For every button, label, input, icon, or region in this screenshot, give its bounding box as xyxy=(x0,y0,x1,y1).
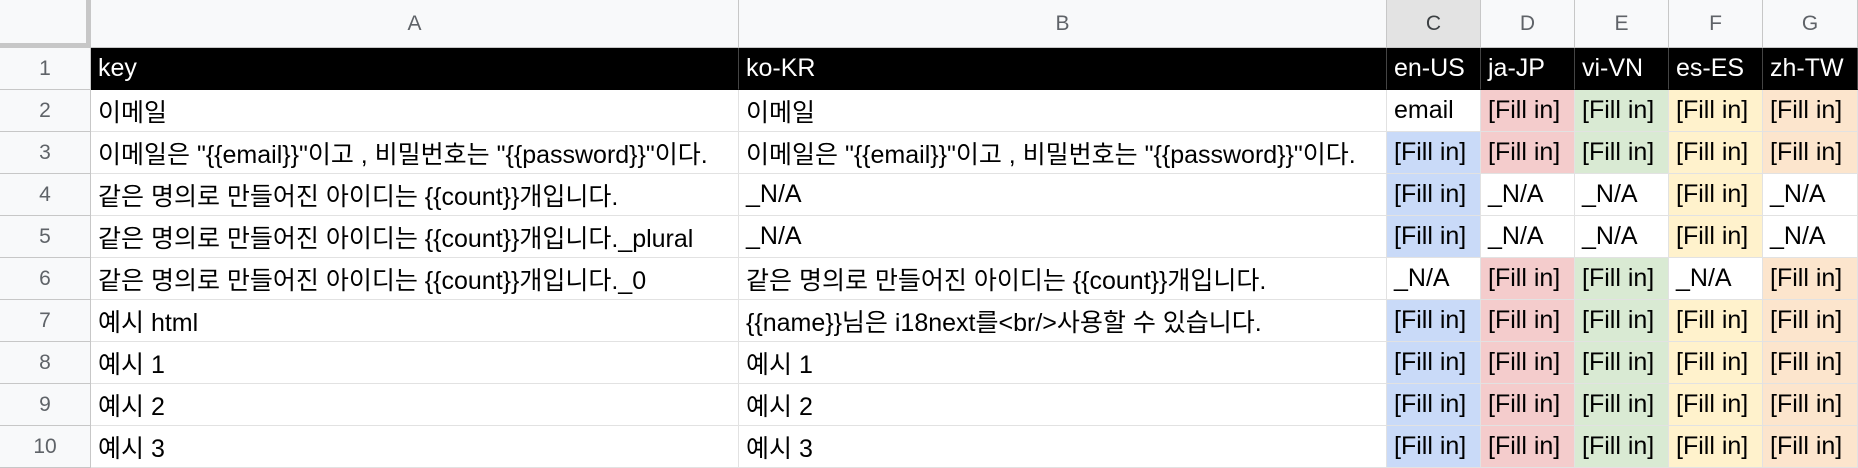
cell-d4[interactable]: _N/A xyxy=(1481,174,1575,216)
cell-e3[interactable]: [Fill in] xyxy=(1575,132,1669,174)
row-header-5[interactable]: 5 xyxy=(0,216,91,258)
cell-c6[interactable]: _N/A xyxy=(1387,258,1481,300)
column-header-d[interactable]: D xyxy=(1481,0,1575,48)
cell-a5[interactable]: 같은 명의로 만들어진 아이디는 {{count}}개입니다._plural xyxy=(91,216,739,258)
cell-f8[interactable]: [Fill in] xyxy=(1669,342,1763,384)
cell-b9[interactable]: 예시 2 xyxy=(739,384,1387,426)
row-header-9[interactable]: 9 xyxy=(0,384,91,426)
cell-e10[interactable]: [Fill in] xyxy=(1575,426,1669,468)
cell-e6[interactable]: [Fill in] xyxy=(1575,258,1669,300)
cell-d7[interactable]: [Fill in] xyxy=(1481,300,1575,342)
cell-c5[interactable]: [Fill in] xyxy=(1387,216,1481,258)
header-cell-c[interactable]: en-US xyxy=(1387,48,1481,90)
header-cell-a[interactable]: key xyxy=(91,48,739,90)
cell-c10[interactable]: [Fill in] xyxy=(1387,426,1481,468)
cell-d8[interactable]: [Fill in] xyxy=(1481,342,1575,384)
row-header-3[interactable]: 3 xyxy=(0,132,91,174)
cell-f3[interactable]: [Fill in] xyxy=(1669,132,1763,174)
cell-g2[interactable]: [Fill in] xyxy=(1763,90,1858,132)
cell-f4[interactable]: [Fill in] xyxy=(1669,174,1763,216)
header-cell-d[interactable]: ja-JP xyxy=(1481,48,1575,90)
row-header-8[interactable]: 8 xyxy=(0,342,91,384)
cell-f9[interactable]: [Fill in] xyxy=(1669,384,1763,426)
cell-g9[interactable]: [Fill in] xyxy=(1763,384,1858,426)
cell-g6[interactable]: [Fill in] xyxy=(1763,258,1858,300)
cell-a7[interactable]: 예시 html xyxy=(91,300,739,342)
cell-f7[interactable]: [Fill in] xyxy=(1669,300,1763,342)
cell-a9[interactable]: 예시 2 xyxy=(91,384,739,426)
column-header-f[interactable]: F xyxy=(1669,0,1763,48)
cell-a6[interactable]: 같은 명의로 만들어진 아이디는 {{count}}개입니다._0 xyxy=(91,258,739,300)
cell-g8[interactable]: [Fill in] xyxy=(1763,342,1858,384)
cell-g7[interactable]: [Fill in] xyxy=(1763,300,1858,342)
cell-f5[interactable]: [Fill in] xyxy=(1669,216,1763,258)
select-all-corner[interactable] xyxy=(0,0,91,48)
cell-b10[interactable]: 예시 3 xyxy=(739,426,1387,468)
cell-d6[interactable]: [Fill in] xyxy=(1481,258,1575,300)
cell-b3[interactable]: 이메일은 "{{email}}"이고 , 비밀번호는 "{{password}}… xyxy=(739,132,1387,174)
cell-b8[interactable]: 예시 1 xyxy=(739,342,1387,384)
header-cell-b[interactable]: ko-KR xyxy=(739,48,1387,90)
cell-c9[interactable]: [Fill in] xyxy=(1387,384,1481,426)
row-header-7[interactable]: 7 xyxy=(0,300,91,342)
row-header-2[interactable]: 2 xyxy=(0,90,91,132)
cell-g3[interactable]: [Fill in] xyxy=(1763,132,1858,174)
cell-f6[interactable]: _N/A xyxy=(1669,258,1763,300)
column-header-c[interactable]: C xyxy=(1387,0,1481,48)
cell-e4[interactable]: _N/A xyxy=(1575,174,1669,216)
cell-e5[interactable]: _N/A xyxy=(1575,216,1669,258)
cell-d10[interactable]: [Fill in] xyxy=(1481,426,1575,468)
cell-e7[interactable]: [Fill in] xyxy=(1575,300,1669,342)
row-header-10[interactable]: 10 xyxy=(0,426,91,468)
cell-e2[interactable]: [Fill in] xyxy=(1575,90,1669,132)
cell-b4[interactable]: _N/A xyxy=(739,174,1387,216)
header-cell-g[interactable]: zh-TW xyxy=(1763,48,1858,90)
row-header-1[interactable]: 1 xyxy=(0,48,91,90)
row-header-6[interactable]: 6 xyxy=(0,258,91,300)
cell-c8[interactable]: [Fill in] xyxy=(1387,342,1481,384)
cell-f10[interactable]: [Fill in] xyxy=(1669,426,1763,468)
header-cell-f[interactable]: es-ES xyxy=(1669,48,1763,90)
cell-b5[interactable]: _N/A xyxy=(739,216,1387,258)
cell-b6[interactable]: 같은 명의로 만들어진 아이디는 {{count}}개입니다. xyxy=(739,258,1387,300)
cell-g4[interactable]: _N/A xyxy=(1763,174,1858,216)
column-header-b[interactable]: B xyxy=(739,0,1387,48)
cell-d3[interactable]: [Fill in] xyxy=(1481,132,1575,174)
cell-c4[interactable]: [Fill in] xyxy=(1387,174,1481,216)
cell-a8[interactable]: 예시 1 xyxy=(91,342,739,384)
cell-c7[interactable]: [Fill in] xyxy=(1387,300,1481,342)
cell-f2[interactable]: [Fill in] xyxy=(1669,90,1763,132)
cell-d2[interactable]: [Fill in] xyxy=(1481,90,1575,132)
cell-c3[interactable]: [Fill in] xyxy=(1387,132,1481,174)
cell-d9[interactable]: [Fill in] xyxy=(1481,384,1575,426)
cell-d5[interactable]: _N/A xyxy=(1481,216,1575,258)
cell-a4[interactable]: 같은 명의로 만들어진 아이디는 {{count}}개입니다. xyxy=(91,174,739,216)
cell-c2[interactable]: email xyxy=(1387,90,1481,132)
row-header-4[interactable]: 4 xyxy=(0,174,91,216)
cell-b7[interactable]: {{name}}님은 i18next를<br/>사용할 수 있습니다. xyxy=(739,300,1387,342)
column-header-a[interactable]: A xyxy=(91,0,739,48)
cell-b2[interactable]: 이메일 xyxy=(739,90,1387,132)
cell-e9[interactable]: [Fill in] xyxy=(1575,384,1669,426)
cell-a10[interactable]: 예시 3 xyxy=(91,426,739,468)
header-cell-e[interactable]: vi-VN xyxy=(1575,48,1669,90)
cell-a3[interactable]: 이메일은 "{{email}}"이고 , 비밀번호는 "{{password}}… xyxy=(91,132,739,174)
cell-e8[interactable]: [Fill in] xyxy=(1575,342,1669,384)
cell-a2[interactable]: 이메일 xyxy=(91,90,739,132)
cell-g5[interactable]: _N/A xyxy=(1763,216,1858,258)
column-header-g[interactable]: G xyxy=(1763,0,1858,48)
column-header-e[interactable]: E xyxy=(1575,0,1669,48)
cell-g10[interactable]: [Fill in] xyxy=(1763,426,1858,468)
